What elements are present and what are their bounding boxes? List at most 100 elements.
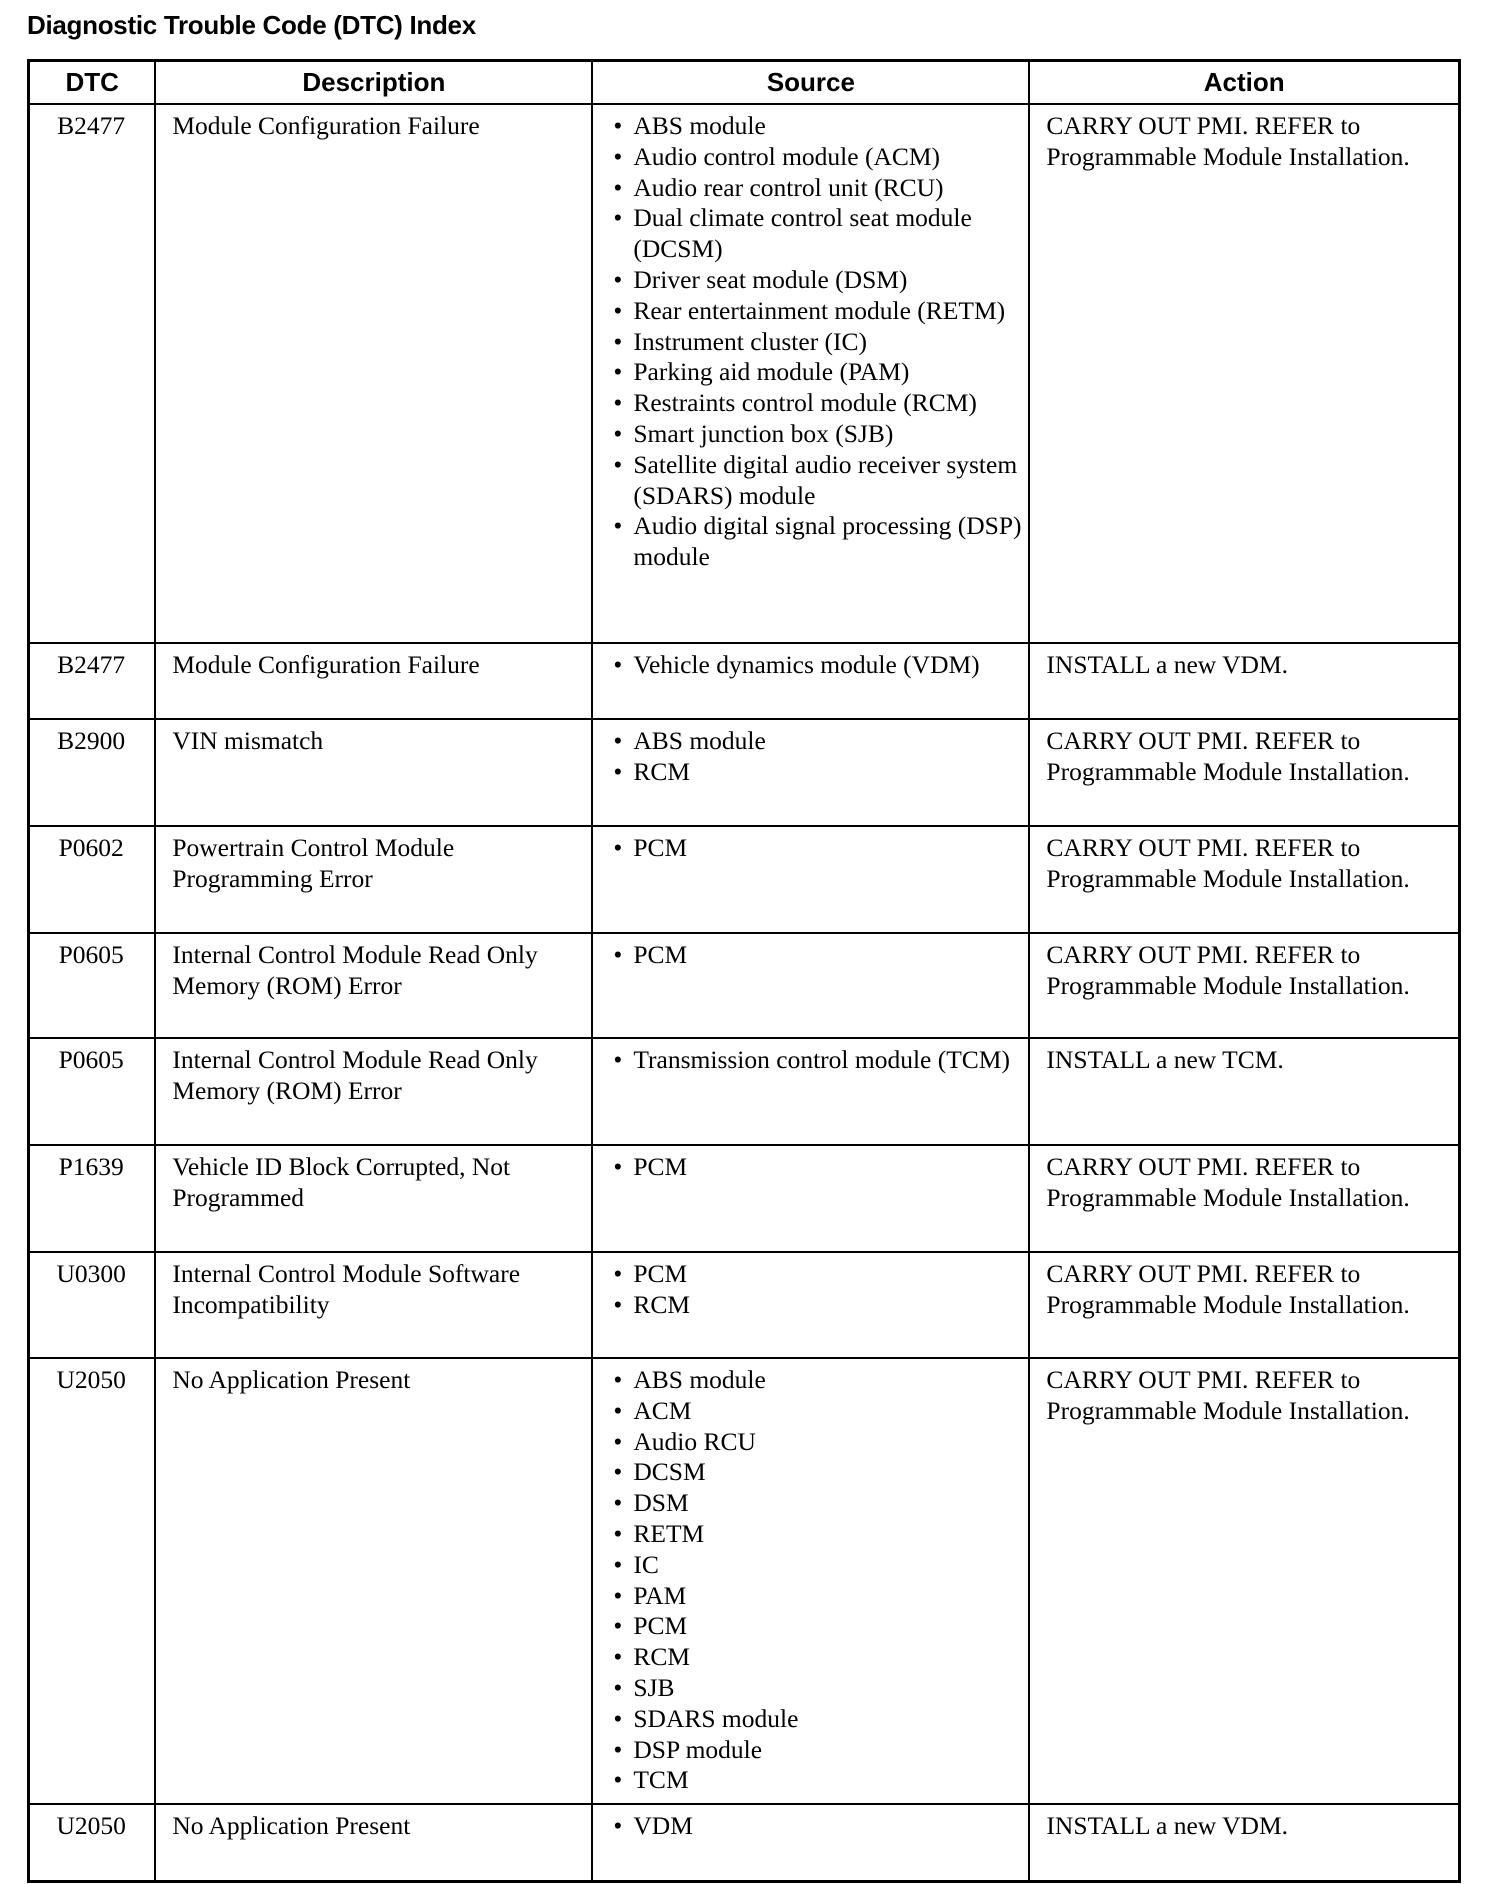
dtc-action: CARRY OUT PMI. REFER to Programmable Mod… <box>1028 932 1461 1039</box>
dtc-description: Internal Control Module Read Only Memory… <box>154 1037 594 1146</box>
dtc-description: Vehicle ID Block Corrupted, Not Programm… <box>154 1144 594 1253</box>
source-item: Smart junction box (SJB) <box>609 419 1022 450</box>
dtc-action: INSTALL a new VDM. <box>1028 642 1461 720</box>
source-item: ABS module <box>609 111 1022 142</box>
header-source: Source <box>591 59 1031 105</box>
source-item: PCM <box>609 1259 1022 1290</box>
source-item: Dual climate control seat module (DCSM) <box>609 203 1022 265</box>
dtc-description: Powertrain Control Module Programming Er… <box>154 825 594 934</box>
source-list: PCM <box>609 1152 1022 1183</box>
dtc-action: CARRY OUT PMI. REFER to Programmable Mod… <box>1028 103 1461 644</box>
source-item: PAM <box>609 1581 1022 1612</box>
source-item: Audio rear control unit (RCU) <box>609 173 1022 204</box>
dtc-index-table: DTC Description Source Action B2477 Modul… <box>27 59 1461 1883</box>
dtc-action: CARRY OUT PMI. REFER to Programmable Mod… <box>1028 1144 1461 1253</box>
source-item: VDM <box>609 1811 1022 1842</box>
source-item: PCM <box>609 1611 1022 1642</box>
dtc-description: VIN mismatch <box>154 718 594 827</box>
source-list: PCM <box>609 833 1022 864</box>
table-row: U0300 Internal Control Module Software In… <box>27 1251 1461 1359</box>
dtc-code: P1639 <box>27 1144 157 1253</box>
dtc-source: ABS moduleRCM <box>591 718 1031 827</box>
dtc-code: P0605 <box>27 1037 157 1146</box>
source-list: Vehicle dynamics module (VDM) <box>609 650 1022 681</box>
source-item: Parking aid module (PAM) <box>609 357 1022 388</box>
source-list: ABS moduleAudio control module (ACM)Audi… <box>609 111 1022 573</box>
source-item: Driver seat module (DSM) <box>609 265 1022 296</box>
source-list: ABS moduleRCM <box>609 726 1022 788</box>
source-item: RETM <box>609 1519 1022 1550</box>
source-list: ABS moduleACMAudio RCUDCSMDSMRETMICPAMPC… <box>609 1365 1022 1796</box>
source-item: ABS module <box>609 726 1022 757</box>
source-item: Satellite digital audio receiver system … <box>609 450 1022 512</box>
source-item: Rear entertainment module (RETM) <box>609 296 1022 327</box>
source-list: VDM <box>609 1811 1022 1842</box>
source-item: PCM <box>609 833 1022 864</box>
source-item: Restraints control module (RCM) <box>609 388 1022 419</box>
source-item: SJB <box>609 1673 1022 1704</box>
dtc-code: U2050 <box>27 1803 157 1882</box>
source-item: Audio RCU <box>609 1427 1022 1458</box>
table-row: P0605 Internal Control Module Read Only M… <box>27 932 1461 1039</box>
source-item: SDARS module <box>609 1704 1022 1735</box>
table-header-row: DTC Description Source Action <box>27 59 1461 105</box>
dtc-source: ABS moduleAudio control module (ACM)Audi… <box>591 103 1031 644</box>
source-item: DSP module <box>609 1735 1022 1766</box>
source-item: RCM <box>609 757 1022 788</box>
source-item: Vehicle dynamics module (VDM) <box>609 650 1022 681</box>
dtc-code: P0602 <box>27 825 157 934</box>
source-item: PCM <box>609 1152 1022 1183</box>
dtc-source: ABS moduleACMAudio RCUDCSMDSMRETMICPAMPC… <box>591 1357 1031 1805</box>
dtc-action: INSTALL a new TCM. <box>1028 1037 1461 1146</box>
source-item: RCM <box>609 1642 1022 1673</box>
source-item: PCM <box>609 940 1022 971</box>
dtc-source: PCM <box>591 1144 1031 1253</box>
source-item: DSM <box>609 1488 1022 1519</box>
dtc-description: Module Configuration Failure <box>154 642 594 720</box>
page-title: Diagnostic Trouble Code (DTC) Index <box>27 10 476 40</box>
dtc-description: Internal Control Module Software Incompa… <box>154 1251 594 1359</box>
dtc-description: Module Configuration Failure <box>154 103 594 644</box>
dtc-action: CARRY OUT PMI. REFER to Programmable Mod… <box>1028 1357 1461 1805</box>
source-list: PCMRCM <box>609 1259 1022 1321</box>
dtc-source: Vehicle dynamics module (VDM) <box>591 642 1031 720</box>
header-description: Description <box>154 59 594 105</box>
dtc-action: CARRY OUT PMI. REFER to Programmable Mod… <box>1028 718 1461 827</box>
dtc-source: Transmission control module (TCM) <box>591 1037 1031 1146</box>
table-row: P1639 Vehicle ID Block Corrupted, Not Pro… <box>27 1144 1461 1253</box>
source-item: Instrument cluster (IC) <box>609 327 1022 358</box>
dtc-action: CARRY OUT PMI. REFER to Programmable Mod… <box>1028 1251 1461 1359</box>
source-list: PCM <box>609 940 1022 971</box>
source-item: DCSM <box>609 1457 1022 1488</box>
source-item: ABS module <box>609 1365 1022 1396</box>
source-list: Transmission control module (TCM) <box>609 1045 1022 1076</box>
dtc-source: VDM <box>591 1803 1031 1882</box>
source-item: TCM <box>609 1765 1022 1796</box>
dtc-code: B2900 <box>27 718 157 827</box>
table-row: P0605 Internal Control Module Read Only M… <box>27 1037 1461 1146</box>
dtc-action: CARRY OUT PMI. REFER to Programmable Mod… <box>1028 825 1461 934</box>
dtc-description: No Application Present <box>154 1357 594 1805</box>
dtc-source: PCM <box>591 825 1031 934</box>
header-dtc: DTC <box>27 59 157 105</box>
source-item: Audio digital signal processing (DSP) mo… <box>609 511 1022 573</box>
dtc-source: PCM <box>591 932 1031 1039</box>
source-item: Audio control module (ACM) <box>609 142 1022 173</box>
dtc-code: U0300 <box>27 1251 157 1359</box>
header-action: Action <box>1028 59 1461 105</box>
dtc-code: B2477 <box>27 103 157 644</box>
dtc-source: PCMRCM <box>591 1251 1031 1359</box>
table-row: P0602 Powertrain Control Module Programmi… <box>27 825 1461 934</box>
dtc-code: P0605 <box>27 932 157 1039</box>
source-item: IC <box>609 1550 1022 1581</box>
source-item: RCM <box>609 1290 1022 1321</box>
source-item: ACM <box>609 1396 1022 1427</box>
dtc-description: Internal Control Module Read Only Memory… <box>154 932 594 1039</box>
dtc-code: B2477 <box>27 642 157 720</box>
dtc-action: INSTALL a new VDM. <box>1028 1803 1461 1882</box>
